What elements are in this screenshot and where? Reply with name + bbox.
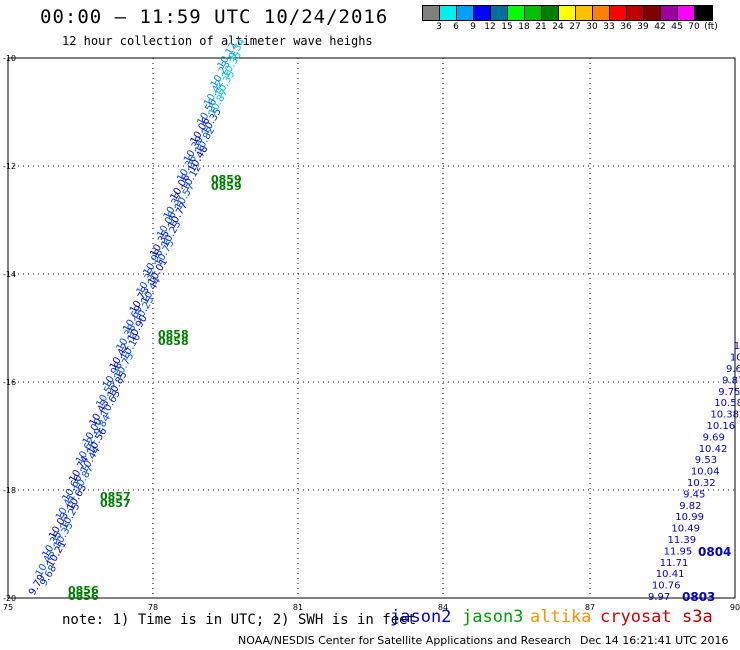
swh-value-label: 11.39 bbox=[668, 535, 697, 546]
colorbar-label: 36 bbox=[620, 22, 632, 32]
swh-value-label: 11.71 bbox=[660, 558, 689, 569]
colorbar-swatch bbox=[576, 6, 593, 20]
legend-altika: altika bbox=[530, 607, 592, 627]
colorbar-label: 18 bbox=[518, 22, 530, 32]
jason3-time-label: 0859 bbox=[211, 180, 242, 193]
jason3-time-label: 0857 bbox=[100, 490, 131, 503]
colorbar-swatch bbox=[678, 6, 695, 20]
swh-value-label: 10.49 bbox=[671, 524, 700, 535]
swh-value-label: 9.82 bbox=[679, 501, 701, 512]
colorbar-swatch bbox=[491, 6, 508, 20]
swh-value-label: 10.38 bbox=[710, 410, 739, 421]
colorbar-label: 33 bbox=[603, 22, 615, 32]
swh-value-label: 10.58 bbox=[714, 398, 740, 409]
legend-jason3: jason3 bbox=[462, 607, 524, 627]
swh-value-label: 10.32 bbox=[687, 478, 716, 489]
colorbar-label: 6 bbox=[453, 22, 459, 32]
jason3-time-label: 0858 bbox=[158, 328, 189, 341]
x-tick-label: 87 bbox=[585, 603, 595, 612]
y-tick-label: -16 bbox=[3, 378, 16, 387]
colorbar-label: 70 bbox=[688, 22, 700, 32]
swh-value-label: 10 bbox=[730, 353, 740, 364]
x-tick-label: 78 bbox=[148, 603, 158, 612]
colorbar-swatch bbox=[423, 6, 440, 20]
colorbar-label: 12 bbox=[484, 22, 496, 32]
x-tick-label: 84 bbox=[438, 603, 448, 612]
colorbar-label: 27 bbox=[569, 22, 581, 32]
swh-value-label: 9.75 bbox=[718, 387, 740, 398]
colorbar-swatch bbox=[661, 6, 678, 20]
colorbar-swatch bbox=[695, 6, 712, 20]
jason3-time-label: 0859 bbox=[211, 173, 242, 186]
swh-value-label: 10.16 bbox=[707, 421, 736, 432]
wave-height-colorbar bbox=[422, 5, 713, 21]
colorbar-swatch bbox=[627, 6, 644, 20]
colorbar-swatch bbox=[644, 6, 661, 20]
colorbar-swatch bbox=[593, 6, 610, 20]
colorbar-label: 24 bbox=[552, 22, 564, 32]
colorbar-swatch bbox=[559, 6, 576, 20]
legend-cryosat: cryosat bbox=[600, 607, 672, 627]
x-tick-label: 81 bbox=[293, 603, 303, 612]
swh-value-label: 10.99 bbox=[675, 512, 704, 523]
swh-value-label: 10.76 bbox=[652, 581, 681, 592]
swh-value-label: 9.6 bbox=[726, 364, 740, 375]
colorbar-label: (ft) bbox=[704, 22, 718, 32]
colorbar-swatch bbox=[525, 6, 542, 20]
jason3-time-label: 0858 bbox=[158, 335, 189, 348]
swh-value-label: 10.04 bbox=[691, 467, 720, 478]
colorbar-label: 39 bbox=[637, 22, 649, 32]
y-tick-label: -20 bbox=[3, 594, 16, 603]
legend-jason2: jason2 bbox=[390, 607, 452, 627]
swh-value-label: 9.53 bbox=[695, 455, 717, 466]
jason2-time-label: 0803 bbox=[682, 590, 715, 604]
colorbar-labels: 3 6 9 12 15 18 21 24 27 30 33 36 39 42 45 70 (ft) bbox=[422, 22, 740, 34]
swh-value-label: 9.87 bbox=[722, 375, 740, 386]
credit-text: NOAA/NESDIS Center for Satellite Applica… bbox=[238, 634, 572, 647]
colorbar-label: 9 bbox=[470, 22, 476, 32]
legend-s3a: s3a bbox=[682, 607, 713, 627]
footer-note: note: 1) Time is in UTC; 2) SWH is in fe… bbox=[62, 612, 417, 628]
map-frame bbox=[7, 57, 736, 599]
x-tick-label: 75 bbox=[3, 603, 13, 612]
jason2-time-label: 0804 bbox=[698, 545, 731, 559]
colorbar-label: 45 bbox=[671, 22, 683, 32]
swh-value-label: 10.42 bbox=[699, 444, 728, 455]
swh-value-label: 11.95 bbox=[664, 546, 693, 557]
swh-value-label: 9.69 bbox=[703, 432, 725, 443]
swh-value-label: 9.45 bbox=[683, 489, 705, 500]
timestamp-text: Dec 14 16:21:41 UTC 2016 bbox=[580, 634, 729, 647]
colorbar-swatch bbox=[508, 6, 525, 20]
colorbar-swatch bbox=[610, 6, 627, 20]
colorbar-swatch bbox=[542, 6, 559, 20]
colorbar-label: 21 bbox=[535, 22, 547, 32]
swh-value-label: 10.41 bbox=[656, 569, 685, 580]
colorbar-label: 30 bbox=[586, 22, 598, 32]
swh-value-label: 9.97 bbox=[648, 592, 670, 603]
jason3-time-label: 0856 bbox=[68, 584, 99, 597]
jason3-time-label: 0857 bbox=[100, 497, 131, 510]
colorbar-label: 42 bbox=[654, 22, 666, 32]
jason3-time-label: 0856 bbox=[68, 590, 99, 603]
y-tick-label: -18 bbox=[3, 486, 16, 495]
colorbar-swatch bbox=[457, 6, 474, 20]
colorbar-swatch bbox=[474, 6, 491, 20]
swh-value-label: 10 bbox=[734, 341, 740, 352]
colorbar-label: 15 bbox=[501, 22, 513, 32]
colorbar-swatch bbox=[440, 6, 457, 20]
x-tick-label: 90 bbox=[730, 603, 740, 612]
y-tick-label: -10 bbox=[3, 54, 16, 63]
page-subtitle: 12 hour collection of altimeter wave hei… bbox=[62, 34, 373, 48]
y-tick-label: -14 bbox=[3, 270, 16, 279]
colorbar-label: 3 bbox=[436, 22, 442, 32]
page-title: 00:00 – 11:59 UTC 10/24/2016 bbox=[40, 6, 389, 28]
y-tick-label: -12 bbox=[3, 162, 16, 171]
